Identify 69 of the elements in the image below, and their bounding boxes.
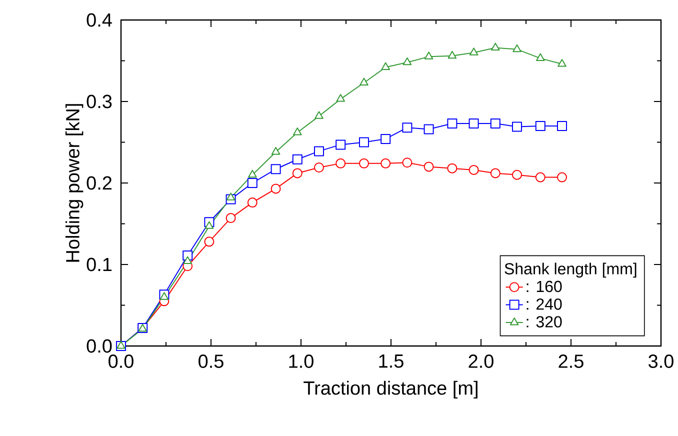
point bbox=[358, 137, 369, 148]
legend-label: : 160 bbox=[526, 280, 562, 292]
point bbox=[336, 94, 345, 102]
point bbox=[314, 162, 324, 173]
x-axis-title: Traction distance [m] bbox=[304, 380, 478, 399]
point bbox=[468, 118, 479, 128]
x-tick-label: 1.0 bbox=[289, 354, 314, 368]
point bbox=[226, 213, 236, 224]
legend-title: Shank length [mm] bbox=[504, 262, 636, 278]
legend-label: : 320 bbox=[526, 316, 562, 328]
point bbox=[183, 256, 192, 264]
point bbox=[490, 118, 500, 128]
x-tick-label: 2.0 bbox=[468, 354, 494, 368]
point bbox=[381, 62, 390, 70]
point bbox=[160, 292, 169, 300]
point bbox=[204, 236, 214, 247]
point bbox=[358, 158, 369, 168]
point bbox=[536, 53, 545, 62]
point bbox=[204, 221, 214, 229]
x-tick-label: 0.0 bbox=[108, 354, 134, 368]
point bbox=[424, 124, 434, 134]
point bbox=[247, 198, 258, 208]
point bbox=[248, 170, 257, 178]
y-tick-label: 0.3 bbox=[86, 94, 112, 108]
point bbox=[336, 140, 346, 150]
point bbox=[491, 42, 500, 50]
legend-label: : 240 bbox=[526, 298, 562, 310]
point bbox=[336, 158, 346, 168]
point bbox=[360, 78, 368, 86]
point bbox=[293, 127, 302, 136]
point bbox=[380, 134, 391, 144]
point bbox=[556, 172, 567, 182]
point bbox=[271, 147, 280, 155]
point bbox=[402, 122, 412, 133]
point bbox=[490, 168, 500, 178]
x-tick-label: 1.5 bbox=[379, 354, 404, 368]
y-tick-label: 0.0 bbox=[86, 339, 112, 353]
point bbox=[469, 48, 478, 56]
point bbox=[512, 170, 522, 180]
point bbox=[448, 50, 457, 59]
point bbox=[558, 59, 566, 67]
point bbox=[270, 184, 281, 194]
x-tick-label: 3.0 bbox=[648, 354, 674, 368]
point bbox=[447, 118, 458, 128]
point bbox=[380, 158, 391, 168]
point bbox=[512, 44, 522, 52]
point bbox=[424, 52, 434, 60]
point bbox=[447, 163, 458, 174]
point bbox=[247, 178, 258, 188]
point bbox=[402, 158, 412, 168]
point bbox=[402, 57, 412, 66]
point bbox=[556, 120, 567, 131]
y-tick-label: 0.2 bbox=[86, 176, 112, 190]
point bbox=[314, 111, 324, 119]
point bbox=[226, 192, 236, 200]
y-tick-label: 0.1 bbox=[86, 258, 112, 272]
x-tick-label: 0.5 bbox=[198, 354, 224, 368]
y-axis-title: Holding power [kN] bbox=[65, 104, 84, 262]
point bbox=[314, 146, 324, 156]
point bbox=[468, 164, 479, 175]
point bbox=[270, 164, 281, 174]
x-tick-label: 2.5 bbox=[558, 354, 584, 368]
point bbox=[512, 122, 522, 132]
point bbox=[535, 172, 546, 182]
point bbox=[292, 168, 302, 178]
point bbox=[292, 154, 302, 164]
y-tick-label: 0.4 bbox=[86, 13, 112, 27]
point bbox=[424, 162, 434, 172]
point bbox=[535, 120, 546, 131]
